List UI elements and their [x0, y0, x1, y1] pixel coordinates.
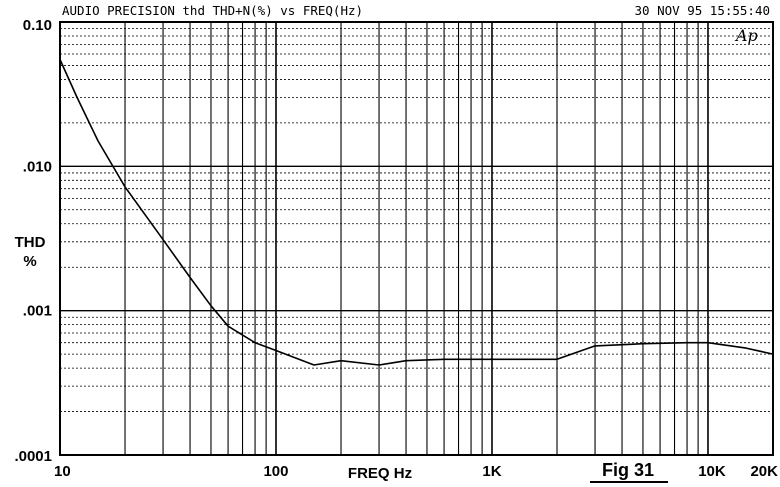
- ap-logo: Ap: [734, 26, 758, 45]
- y-tick-label: .010: [23, 158, 52, 175]
- x-tick-label: 100: [263, 463, 288, 480]
- y-tick-label: .001: [23, 303, 52, 320]
- grid: [59, 21, 774, 456]
- x-tick-label: 10: [54, 463, 71, 480]
- y-axis-label-thd: THD: [15, 234, 46, 251]
- thd-series-line: [59, 59, 774, 366]
- header-timestamp: 30 NOV 95 15:55:40: [635, 3, 770, 18]
- header-title: AUDIO PRECISION thd THD+N(%) vs FREQ(Hz): [62, 3, 363, 18]
- y-axis-label-percent: %: [23, 253, 36, 270]
- x-tick-label: 20K: [750, 463, 778, 480]
- x-tick-label: 1K: [482, 463, 501, 480]
- x-axis-label: FREQ Hz: [348, 465, 412, 482]
- y-tick-label: 0.10: [23, 17, 52, 34]
- x-tick-label: 10K: [698, 463, 726, 480]
- plot-frame: [59, 21, 774, 456]
- series-layer: [59, 59, 774, 366]
- y-tick-label: .0001: [14, 448, 52, 465]
- figure-label: Fig 31: [602, 460, 654, 480]
